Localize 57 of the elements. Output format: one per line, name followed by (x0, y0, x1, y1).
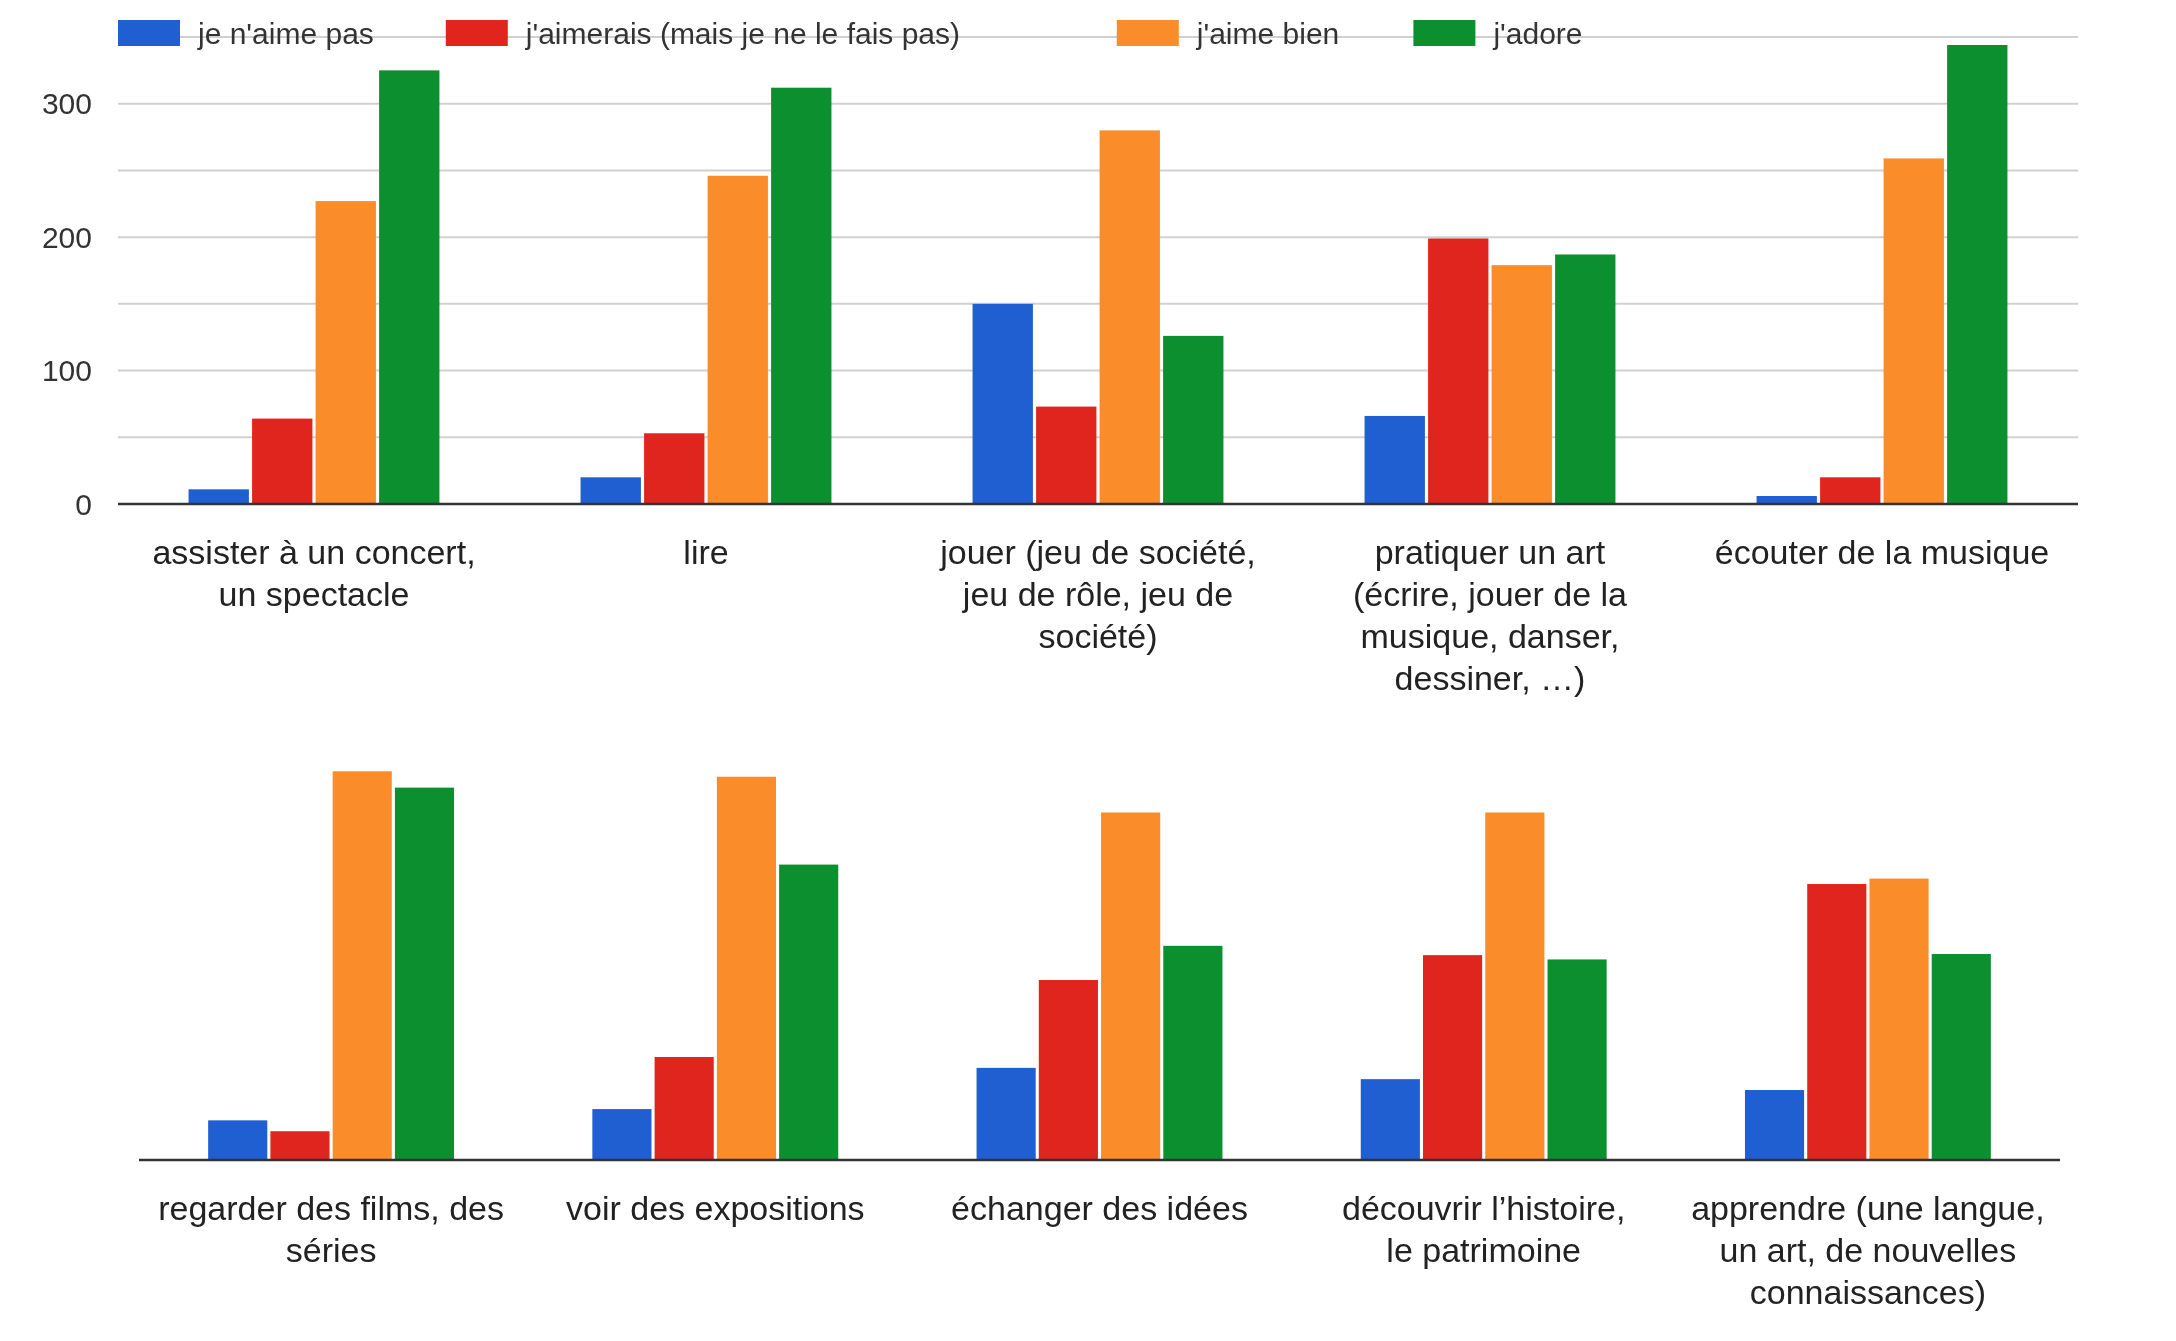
bar (779, 864, 839, 1160)
x-tick-label: regarder des films, des séries (158, 1189, 505, 1269)
bar (644, 433, 705, 504)
bar (270, 1131, 330, 1160)
bar (1360, 1079, 1420, 1160)
bar (707, 175, 768, 504)
bar (1099, 130, 1160, 504)
bar (1931, 953, 1991, 1160)
y-tick-label: 200 (41, 220, 92, 254)
bar (1820, 477, 1881, 504)
legend-label: j'adore (1492, 16, 1583, 50)
legend-label: j'aime bien (1195, 16, 1340, 50)
legend-label: je n'aime pas (197, 16, 374, 50)
bar (315, 201, 376, 504)
bar (1883, 158, 1944, 504)
bar (976, 1067, 1036, 1160)
x-tick-label: jouer (jeu de société, jeu de rôle, jeu de société) (939, 533, 1256, 655)
bar (1947, 45, 2008, 504)
bar (1364, 415, 1425, 504)
legend-label: j'aimerais (mais je ne le fais pas) (524, 16, 961, 50)
bar (771, 87, 832, 504)
bar (1428, 238, 1489, 504)
bar (592, 1109, 652, 1160)
bar (1547, 959, 1607, 1160)
x-tick-label: lire (683, 533, 729, 571)
bar (1163, 945, 1223, 1160)
bar (1869, 878, 1929, 1160)
bar (1555, 254, 1616, 504)
x-tick-label: pratiquer un art (écrire, jouer de la musique, danser, dessiner, …) (1352, 533, 1628, 697)
bar (379, 70, 440, 504)
bar (1038, 980, 1098, 1160)
bar (332, 771, 392, 1160)
y-tick-label: 300 (41, 87, 92, 121)
bar (1163, 335, 1224, 504)
bar (1485, 812, 1545, 1160)
x-tick-label: découvrir l’histoire, le patrimoine (1341, 1189, 1626, 1269)
bar (580, 477, 641, 504)
bar (252, 418, 313, 504)
bar (716, 776, 776, 1160)
y-tick-label: 100 (41, 354, 92, 388)
y-tick-label: 0 (75, 487, 92, 521)
bar (1101, 812, 1161, 1160)
x-tick-label: apprendre (une langue, un art, de nouvelles connaissances) (1691, 1189, 2045, 1311)
bar (1744, 1090, 1805, 1160)
bar (208, 1120, 268, 1160)
x-tick-label: assister à un concert, un spectacle (152, 533, 476, 613)
bar (188, 489, 249, 504)
x-tick-label: échanger des idées (951, 1189, 1248, 1227)
bar (972, 303, 1033, 504)
x-tick-label: voir des expositions (566, 1189, 865, 1227)
bar (1491, 265, 1552, 504)
bar (1036, 406, 1097, 504)
x-tick-label: écouter de la musique (1714, 533, 2050, 571)
bar (394, 787, 455, 1160)
bar (654, 1056, 714, 1160)
bar (1423, 955, 1483, 1160)
bar (1807, 884, 1867, 1160)
